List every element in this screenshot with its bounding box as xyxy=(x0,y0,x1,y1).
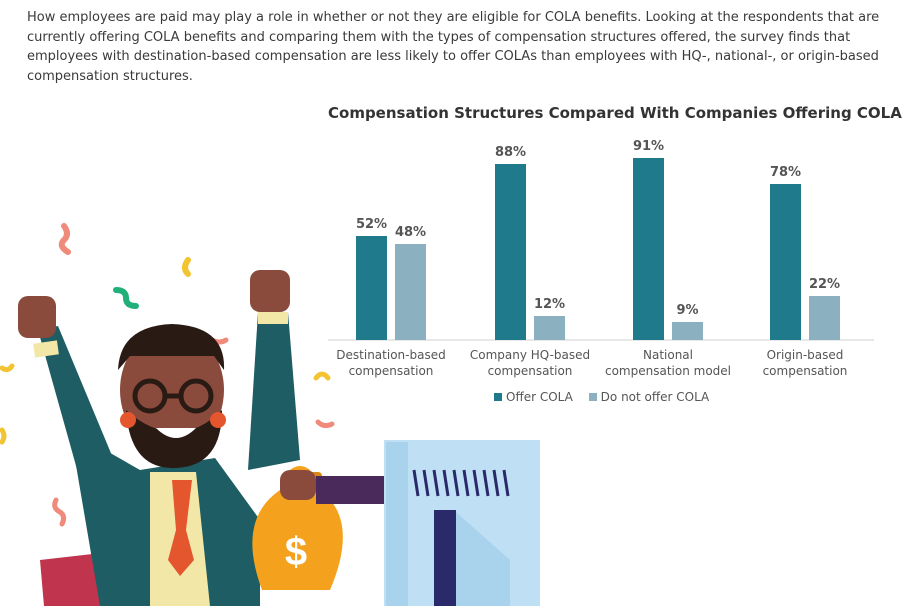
intro-paragraph: How employees are paid may play a role i… xyxy=(27,10,880,84)
data-label-national-offer-cola: 91% xyxy=(633,139,664,154)
legend-label-do-not-offer: Do not offer COLA xyxy=(600,390,710,404)
category-label-destination-based-line-1: Destination-based xyxy=(336,348,445,362)
data-label-origin-based-offer-cola: 78% xyxy=(770,165,801,180)
category-label-origin-based-line-1: Origin-based xyxy=(767,348,844,362)
data-label-destination-based-do-not-offer-cola: 48% xyxy=(395,225,426,240)
category-label-destination-based-line-2: compensation xyxy=(349,364,434,378)
data-label-origin-based-do-not-offer-cola: 22% xyxy=(809,277,840,292)
bar-national-offer-cola xyxy=(633,158,664,340)
data-label-destination-based-offer-cola: 52% xyxy=(356,217,387,232)
category-label-company-hq-based-line-2: compensation xyxy=(488,364,573,378)
legend-swatch-offer xyxy=(494,393,502,401)
data-label-company-hq-based-offer-cola: 88% xyxy=(495,145,526,160)
category-label-origin-based-line-2: compensation xyxy=(763,364,848,378)
bar-destination-based-do-not-offer-cola xyxy=(395,244,426,340)
legend-item-offer: Offer COLA xyxy=(494,390,573,404)
bar-origin-based-offer-cola xyxy=(770,184,801,340)
legend-item-do-not-offer: Do not offer COLA xyxy=(588,390,710,404)
dollar-sign-icon: $ xyxy=(285,530,307,574)
bar-origin-based-do-not-offer-cola xyxy=(809,296,840,340)
data-label-company-hq-based-do-not-offer-cola: 12% xyxy=(534,297,565,312)
chart-legend: Offer COLA Do not offer COLA xyxy=(494,390,721,404)
chart-title: Compensation Structures Compared With Co… xyxy=(328,104,902,122)
category-label-company-hq-based-line-1: Company HQ-based xyxy=(470,348,590,362)
bar-company-hq-based-offer-cola xyxy=(495,164,526,340)
legend-swatch-do-not-offer xyxy=(588,393,597,401)
bar-destination-based-offer-cola xyxy=(356,236,387,340)
category-label-national-line-1: National xyxy=(643,348,693,362)
confetti xyxy=(0,223,335,527)
data-label-national-do-not-offer-cola: 9% xyxy=(676,303,698,318)
bar-company-hq-based-do-not-offer-cola xyxy=(534,316,565,340)
bar-national-do-not-offer-cola xyxy=(672,322,703,340)
category-label-national-line-2: compensation model xyxy=(605,364,731,378)
legend-label-offer: Offer COLA xyxy=(506,390,573,404)
